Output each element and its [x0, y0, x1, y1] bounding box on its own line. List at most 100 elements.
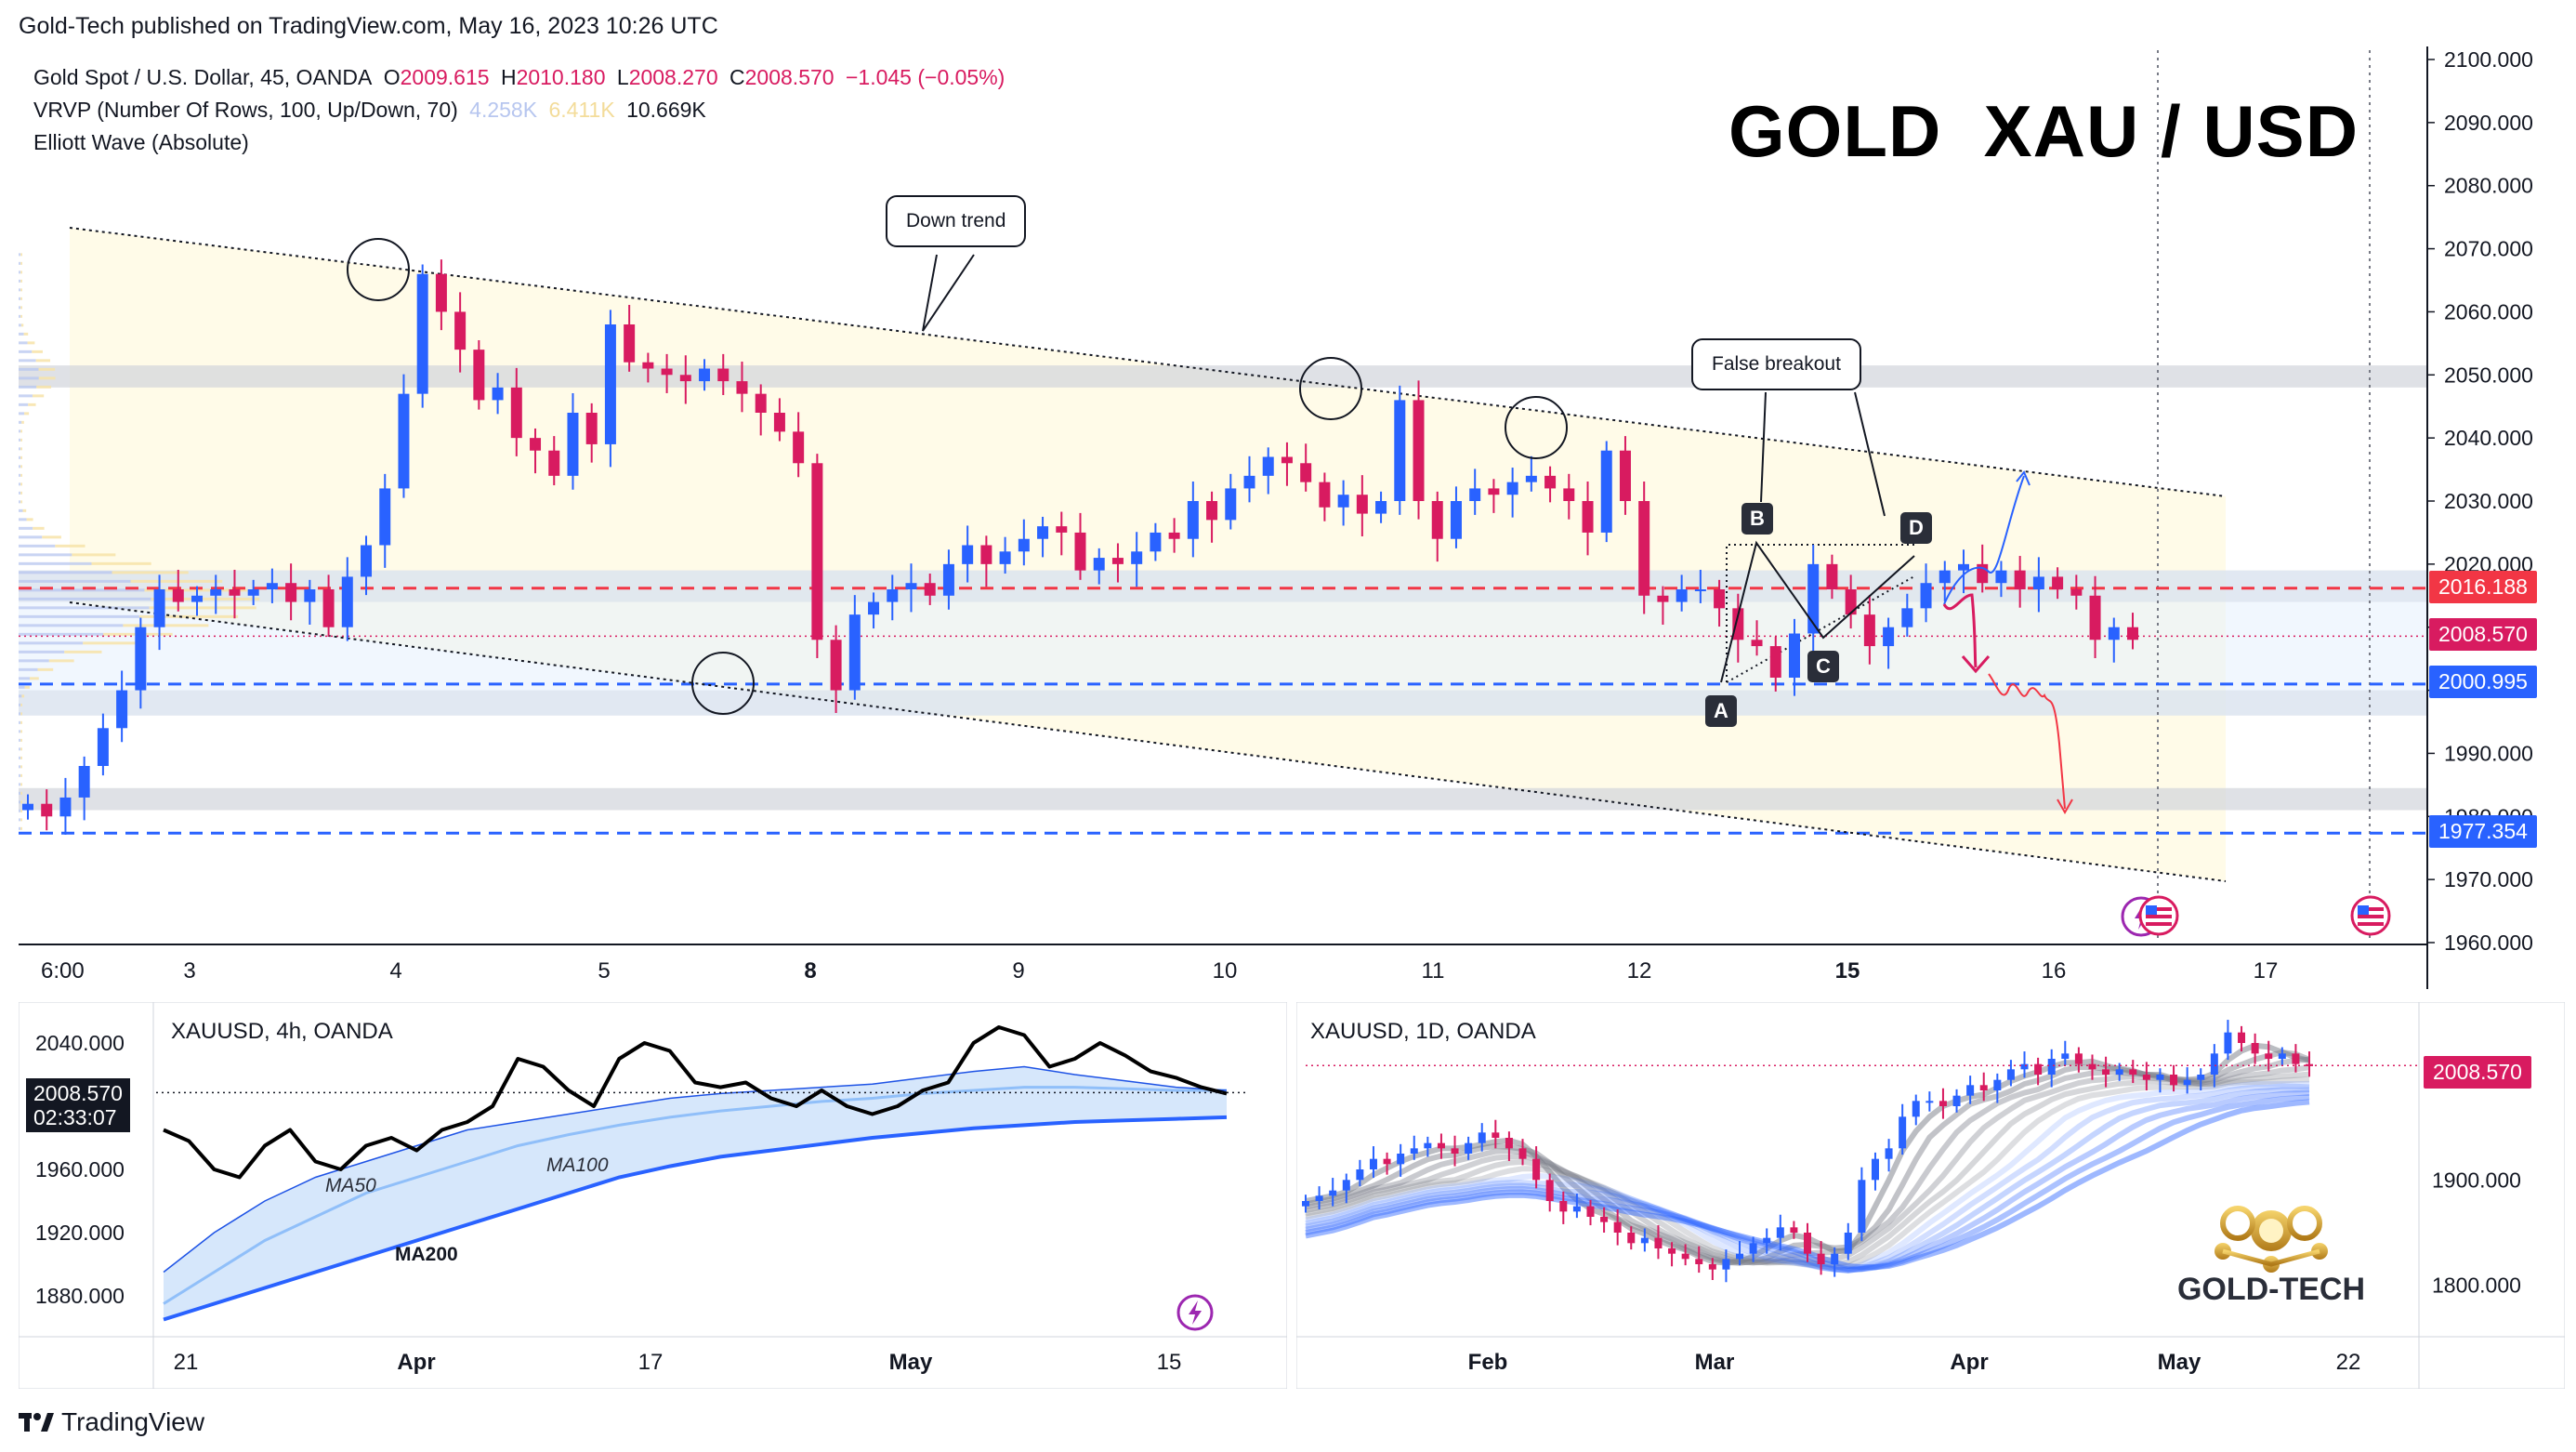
d1-candle-body [1342, 1180, 1350, 1191]
volume-profile-bar-down [149, 606, 256, 610]
volume-profile-bar-up [19, 473, 21, 477]
volume-profile-bar-up [19, 756, 21, 759]
legend-close: 2008.570 [744, 65, 835, 89]
wave-label-d[interactable]: D [1900, 512, 1932, 544]
candle-body [887, 589, 899, 602]
wave-label-a[interactable]: A [1705, 695, 1737, 727]
wave-label-b[interactable]: B [1741, 503, 1773, 535]
volume-profile-bar-up [19, 791, 21, 795]
volume-profile-bar-up [19, 677, 30, 680]
d1-candle-body [1640, 1237, 1649, 1244]
xauusd-1d-chart[interactable]: 1900.000 1800.000 Feb Mar Apr May 22 [1296, 1002, 2565, 1389]
d1-candle-body [1749, 1243, 1757, 1254]
volume-profile-bar-up [19, 800, 21, 804]
false-breakout-callout[interactable]: False breakout [1691, 338, 1861, 390]
candle-body [135, 627, 147, 691]
pivot-circle [347, 238, 410, 301]
volume-profile-bar-down [20, 720, 22, 724]
candle-body [116, 690, 128, 729]
down-trend-lower-line [69, 601, 2227, 882]
down-trend-callout[interactable]: Down trend [886, 195, 1027, 247]
d1-candle-body [1776, 1227, 1784, 1238]
volume-profile-bar-down [72, 553, 116, 557]
main-chart[interactable]: 2100.000 2090.000 2080.000 2070.000 2060.000… [0, 45, 2576, 997]
d1-candle-body [2210, 1053, 2218, 1075]
volume-profile-bar-up [19, 491, 21, 495]
candle-body [78, 766, 90, 798]
candle-body [454, 311, 467, 350]
y-tick-label: 2030.000 [2444, 489, 2533, 513]
volume-profile-bar-down [20, 800, 22, 804]
volume-profile-bar-up [19, 641, 84, 645]
d1-candle-body [1654, 1237, 1663, 1248]
legend-vrvp-down: 6.411K [548, 98, 615, 122]
ma-ribbon-line [1305, 1080, 2310, 1273]
candle-body [1694, 589, 1706, 591]
volume-profile-bar-down [20, 783, 22, 786]
volume-profile-bar-down [20, 271, 22, 274]
x-tick-label: 8 [804, 958, 816, 983]
volume-profile-bar-up [19, 323, 21, 327]
candle-body [2052, 576, 2064, 589]
d1-candle-body [2183, 1079, 2191, 1086]
bullish-projection-arrow [2016, 470, 2031, 486]
x-tick-label: 11 [1422, 958, 1445, 983]
us-flag-icon[interactable] [2349, 894, 2392, 937]
volume-profile-bar-down [20, 297, 22, 300]
d1-candle-body [1613, 1221, 1622, 1233]
candle-body [755, 393, 767, 413]
d1-candle-body [2292, 1053, 2300, 1064]
xauusd-1d-last-price: 2008.570 [2424, 1056, 2531, 1089]
volume-profile-bar-up [19, 606, 150, 610]
us-flag-icon[interactable] [2137, 894, 2180, 937]
d1-candle-body [1708, 1264, 1716, 1270]
h4-x-tick-label: 17 [638, 1350, 664, 1375]
volume-profile-bar-up [19, 659, 49, 663]
d1-candle-body [1532, 1158, 1541, 1181]
d1-candle-body [1939, 1101, 1947, 1106]
volume-profile-bar-up [19, 332, 24, 336]
volume-profile-bar-up [19, 694, 22, 698]
xauusd-4h-chart[interactable]: MA50 MA100 MA200 2040.000 1960.000 1920.000 1… [19, 1002, 1287, 1389]
breakout-box [1726, 544, 1914, 682]
y-tick-label: 2080.000 [2444, 174, 2533, 198]
candle-body [2032, 576, 2044, 589]
bearish-projection-arrow-2 [2057, 799, 2073, 815]
volume-profile-bar-up [19, 420, 22, 424]
value-area-fill [19, 570, 2427, 716]
d1-x-tick-label: Feb [1468, 1350, 1508, 1375]
wave-label-c[interactable]: C [1807, 651, 1839, 682]
price-tag-support-2: 1977.354 [2429, 815, 2537, 848]
earnings-icon[interactable] [1175, 1292, 1216, 1333]
candle-body [604, 324, 616, 444]
xauusd-4h-title: XAUUSD, 4h, OANDA [171, 1019, 393, 1044]
callout-tail [922, 254, 975, 332]
volume-profile-bar-up [19, 306, 21, 310]
volume-profile-bar-up [19, 571, 112, 574]
candle-body [341, 576, 353, 627]
volume-profile-bar-down [20, 306, 22, 310]
d1-candle-body [1763, 1237, 1771, 1244]
candle-body [398, 393, 410, 489]
y-tick-label: 2060.000 [2444, 299, 2533, 323]
d1-candle-body [2061, 1053, 2070, 1059]
volume-profile-bar-down [20, 473, 22, 477]
candle-body [924, 583, 936, 596]
volume-profile-bar-up [19, 614, 139, 618]
candle-body [191, 595, 204, 602]
candle-body [1431, 501, 1443, 539]
x-tick-label: 5 [598, 958, 610, 983]
candle-body [1863, 614, 1875, 647]
candle-body [1769, 646, 1781, 678]
tradingview-footer[interactable]: TradingView [19, 1407, 204, 1437]
candle-body [1469, 488, 1481, 501]
candle-body [1488, 488, 1500, 495]
y-tick-label: 1960.000 [2444, 931, 2533, 955]
volume-profile-bar-down [22, 508, 27, 512]
y-tick-label: 2090.000 [2444, 111, 2533, 135]
volume-profile-bar-up [19, 412, 25, 416]
d1-candle-body [1912, 1101, 1920, 1117]
candle-body [1300, 463, 1312, 482]
d1-candle-body [2251, 1043, 2259, 1054]
candle-body [2014, 570, 2026, 589]
